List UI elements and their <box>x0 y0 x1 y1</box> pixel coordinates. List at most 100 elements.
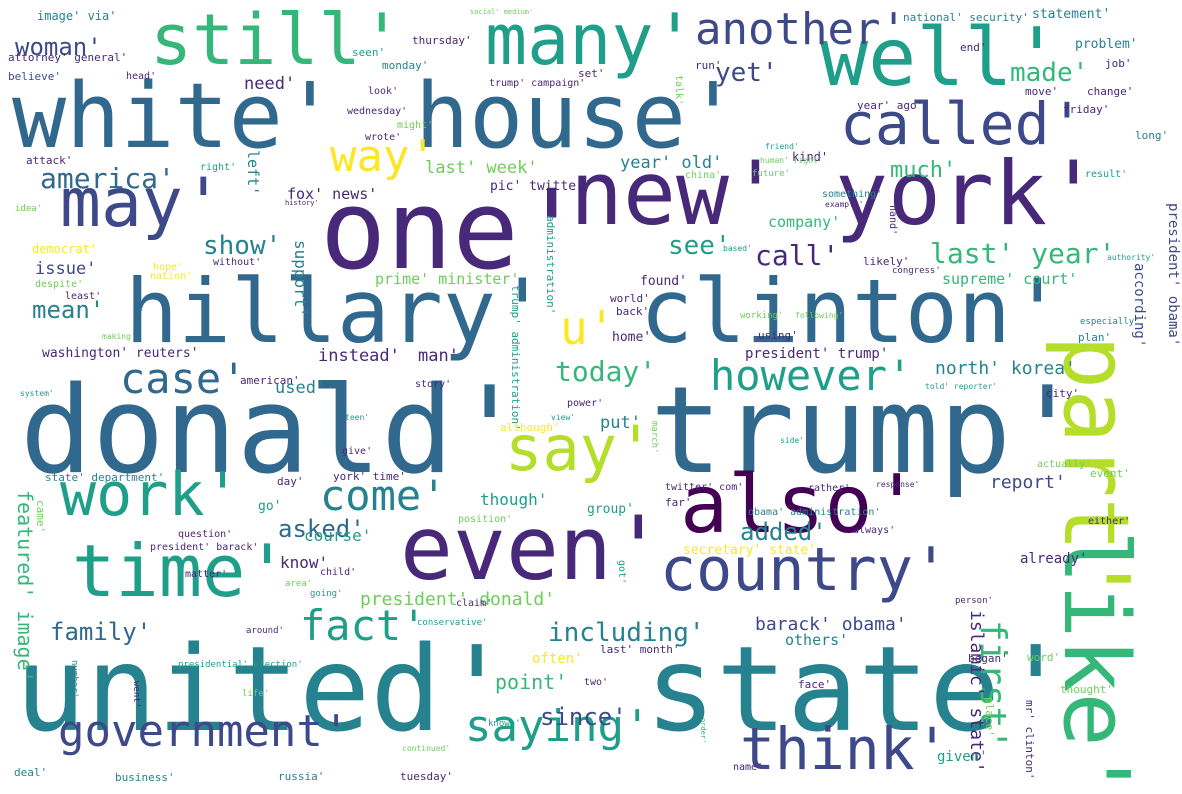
word-presidential-election: presidential' election' <box>178 660 303 670</box>
word-added: added' <box>740 518 827 546</box>
word-actually: actually' <box>1037 459 1092 470</box>
word-history: history' <box>285 199 319 207</box>
word-world: world' <box>610 292 650 305</box>
word-white: white' <box>12 64 338 169</box>
word-hope: hope' <box>153 262 184 273</box>
word-come: come' <box>320 471 447 520</box>
word-last-month: last' month' <box>600 643 680 656</box>
word-side: side' <box>780 436 805 445</box>
word-president-trump: president' trump' <box>745 346 889 362</box>
word-especially: especially' <box>1080 317 1140 327</box>
word-support: support' <box>291 240 310 318</box>
word-something: something' <box>822 189 883 200</box>
word-though: though' <box>480 490 548 509</box>
word-way: way' <box>330 131 436 182</box>
word-place: place' <box>983 697 996 737</box>
word-company: company' <box>768 213 841 231</box>
word-york: york' <box>835 142 1100 245</box>
word-time: time' <box>72 529 289 613</box>
word-move: move' <box>1025 85 1059 98</box>
word-city: city' <box>1046 387 1080 400</box>
word-far: far' <box>665 496 692 509</box>
word-told-reporter: told' reporter' <box>925 382 998 391</box>
word-thought: thought' <box>1060 683 1113 696</box>
word-response: response' <box>876 480 920 489</box>
word-may: may' <box>60 164 224 243</box>
word-case: case' <box>120 354 247 403</box>
word-often: often' <box>532 651 583 667</box>
word-least: least' <box>65 291 102 302</box>
word-pic-twitter: pic' twitter' <box>490 179 592 194</box>
word-group: group' <box>587 502 634 517</box>
word-although: although' <box>500 421 560 434</box>
word-name: name' <box>733 762 764 773</box>
word-friend: friend' <box>765 142 799 151</box>
word-example: example' <box>825 200 864 209</box>
word-go: go' <box>258 499 282 514</box>
word-even: even' <box>400 497 665 600</box>
word-nation: nation' <box>150 271 193 282</box>
word-known: known' <box>488 719 521 729</box>
word-america: america' <box>40 162 175 195</box>
word-show: show' <box>203 231 282 261</box>
word-long: long' <box>1135 129 1169 142</box>
word-continued: continued' <box>402 744 451 753</box>
word-social-medium: social' medium' <box>470 8 534 16</box>
word-order: order' <box>699 718 707 744</box>
word-say: say' <box>505 412 655 485</box>
word-rather: rather' <box>808 483 851 494</box>
word-two: two' <box>584 677 609 688</box>
word-seen: seen' <box>352 46 386 59</box>
word-deal: deal' <box>14 766 48 779</box>
word-another: another' <box>695 4 907 55</box>
word-point: point' <box>495 670 568 694</box>
word-however: however' <box>710 351 913 400</box>
word-state-department: state' department' <box>45 471 165 484</box>
word-one: one' <box>320 166 585 294</box>
word-mean: mean' <box>32 296 105 324</box>
word-still: still' <box>150 0 403 81</box>
word-attack: attack' <box>26 154 73 167</box>
word-china: china' <box>685 170 722 181</box>
word-others: others' <box>785 631 849 649</box>
word-house: house' <box>415 64 741 169</box>
word-democrat: democrat' <box>32 242 98 256</box>
word-number: number' <box>69 660 79 698</box>
word-problem: problem' <box>1075 37 1138 52</box>
word-change: change' <box>1087 85 1134 98</box>
word-person: person' <box>955 596 993 606</box>
word-believe: believe' <box>8 70 61 83</box>
word-supreme-court: supreme' court' <box>942 270 1078 288</box>
word-despite: despite' <box>35 279 84 290</box>
word-life: life' <box>242 689 270 699</box>
word-new: new' <box>570 142 782 245</box>
word-story: story' <box>415 379 452 390</box>
word-event: event' <box>1090 467 1130 480</box>
word-question: question' <box>178 529 233 540</box>
word-clinton: clinton' <box>640 260 1064 363</box>
word-report: report' <box>990 472 1066 493</box>
word-secretary-state: secretary' state' <box>683 543 817 558</box>
word-began: began' <box>968 652 1008 665</box>
word-donald: donald' <box>20 362 526 501</box>
word-many: many' <box>485 0 696 81</box>
word-without: without' <box>213 257 262 268</box>
word-business: business' <box>115 771 175 784</box>
word-conservative: conservative' <box>417 618 488 628</box>
word-american: american' <box>240 374 300 387</box>
word-found: found' <box>640 274 687 289</box>
word-according: according' <box>1131 263 1147 348</box>
word-idea: idea' <box>15 204 43 214</box>
word-using: using' <box>758 329 798 342</box>
word-featured-image: featured' image' <box>13 490 37 683</box>
word-prime-minister: prime' minister' <box>375 270 520 288</box>
word-made: made' <box>1010 58 1089 88</box>
word-including: including' <box>548 618 705 648</box>
word-today: today' <box>555 355 657 388</box>
word-friday: friday' <box>1063 103 1110 116</box>
word-also: also' <box>680 458 921 551</box>
word-hand: hand' <box>887 205 898 236</box>
word-man: man' <box>418 346 459 366</box>
word-president-barack: president' barack' <box>150 542 259 553</box>
